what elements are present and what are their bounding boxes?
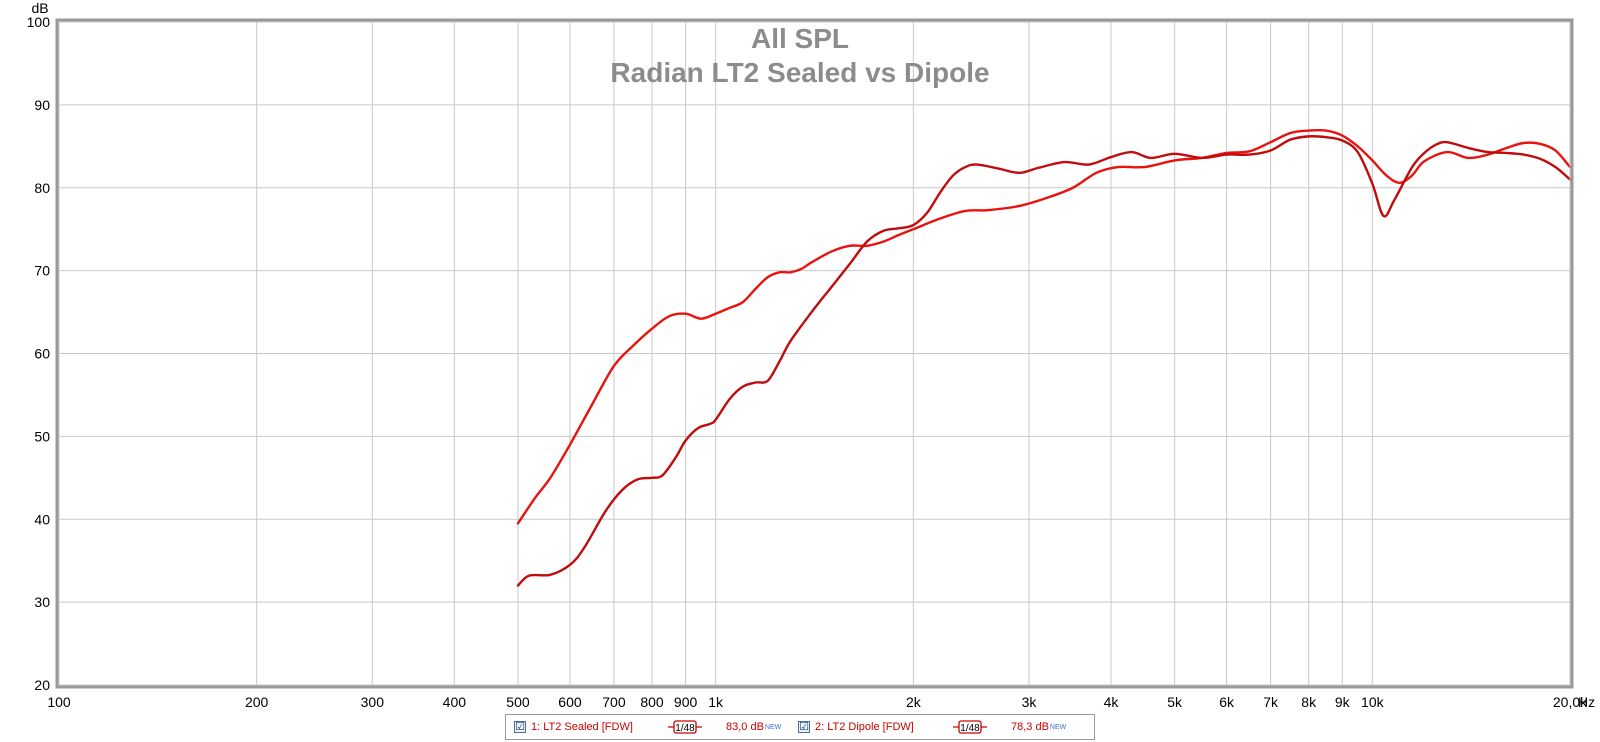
x-tick-label: 400: [443, 694, 467, 710]
series-layer: [516, 128, 1572, 587]
x-tick-label: 500: [506, 694, 530, 710]
legend: ☑ 1: LT2 Sealed [FDW] 1/48 83,0 dB NEW ☑ …: [505, 714, 1095, 740]
x-tick-label: 4k: [1104, 694, 1120, 710]
y-tick-label: 60: [34, 346, 50, 362]
x-tick-label: 8k: [1301, 694, 1317, 710]
x-tick-label: 9k: [1335, 694, 1351, 710]
x-tick-label: 3k: [1022, 694, 1038, 710]
x-tick-label: 5k: [1167, 694, 1183, 710]
x-tick-label: 800: [640, 694, 664, 710]
legend-value-sealed: 83,0 dB NEW: [726, 715, 781, 739]
legend-value-text-sealed: 83,0 dB: [726, 721, 764, 733]
x-tick-label: 200: [245, 694, 269, 710]
x-tick-label: 300: [361, 694, 385, 710]
y-tick-label: 20: [34, 677, 50, 693]
smoothing-label-sealed: 1/48: [675, 723, 695, 734]
x-tick-label: 2k: [906, 694, 922, 710]
legend-item-sealed[interactable]: ☑ 1: LT2 Sealed [FDW]: [514, 715, 633, 739]
x-tick-label: 10k: [1361, 694, 1385, 710]
x-tick-labels: 100 200 300 400 500 600 700 800 900 1k 2k 3k 4k 5k 6k 7…: [47, 694, 1588, 710]
x-tick-label: 700: [602, 694, 626, 710]
checkbox-sealed[interactable]: ☑: [514, 720, 526, 733]
y-tick-label: 100: [27, 14, 51, 30]
x-tick-label: 20,0k: [1553, 694, 1588, 710]
chart-subtitle: Radian LT2 Sealed vs Dipole: [610, 57, 989, 88]
smoothing-icon-dipole[interactable]: 1/48: [953, 720, 987, 734]
new-badge-sealed: NEW: [764, 723, 782, 731]
x-tick-label: 600: [558, 694, 582, 710]
legend-item-dipole[interactable]: ☑ 2: LT2 Dipole [FDW]: [798, 715, 914, 739]
y-axis-unit: dB: [31, 0, 48, 16]
checkbox-dipole[interactable]: ☑: [798, 720, 810, 733]
grid: [59, 22, 1570, 685]
y-tick-labels: 20 30 40 50 60 70 80 90 100: [27, 14, 51, 693]
x-tick-label: 900: [674, 694, 698, 710]
y-tick-label: 90: [34, 97, 50, 113]
series-line-2: [516, 135, 1572, 587]
y-tick-label: 30: [34, 594, 50, 610]
y-tick-label: 50: [34, 428, 50, 444]
legend-label-dipole: 2: LT2 Dipole [FDW]: [815, 721, 914, 733]
legend-label-sealed: 1: LT2 Sealed [FDW]: [531, 721, 633, 733]
x-tick-label: 6k: [1219, 694, 1235, 710]
y-tick-label: 80: [34, 180, 50, 196]
legend-value-text-dipole: 78,3 dB: [1011, 721, 1049, 733]
y-tick-label: 70: [34, 263, 50, 279]
legend-value-dipole: 78,3 dB NEW: [1011, 715, 1066, 739]
chart-title: All SPL: [751, 23, 849, 54]
x-tick-label: 7k: [1263, 694, 1279, 710]
smoothing-label-dipole: 1/48: [960, 723, 980, 734]
x-tick-label: 1k: [708, 694, 724, 710]
smoothing-icon-sealed[interactable]: 1/48: [668, 720, 702, 734]
new-badge-dipole: NEW: [1049, 723, 1067, 731]
x-axis-unit: Hz: [1578, 694, 1595, 710]
y-tick-label: 40: [34, 511, 50, 527]
plot-frame: [58, 21, 1571, 686]
x-tick-label: 100: [47, 694, 71, 710]
